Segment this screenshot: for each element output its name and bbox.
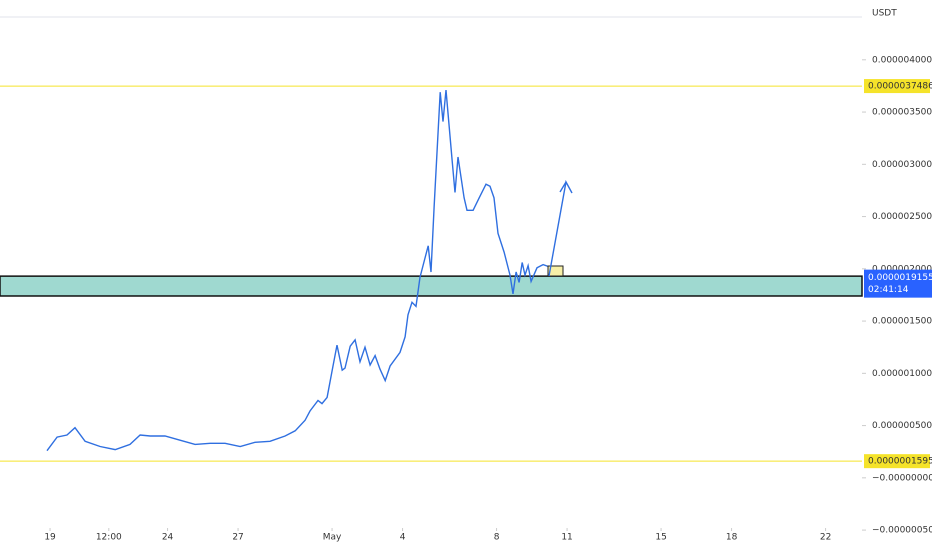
currency-label: USDT [872,9,897,19]
marker-box [547,265,564,277]
y-tick-label: −0.00000000000 [872,473,932,483]
x-tick-label: 11 [561,533,572,543]
x-tick-label: 27 [232,533,243,543]
level-label: 0.00000374862 [868,82,932,92]
y-tick-label: 0.00000250000 [872,212,932,222]
y-tick-label: 0.00000350000 [872,108,932,118]
y-tick-label: 0.00000050000 [872,421,932,431]
projection-arrow-head [559,181,567,193]
countdown-label: 02:41:14 [868,285,909,295]
x-tick-label: 12:00 [96,533,122,543]
x-tick-label: 4 [400,533,406,543]
price-line [46,90,562,452]
x-tick-label: 24 [162,533,174,543]
x-tick-label: 19 [44,533,56,543]
x-tick-label: 15 [655,533,666,543]
y-tick-label: 0.00000150000 [872,317,932,327]
y-tick-label: 0.00000300000 [872,160,932,170]
last-price-box [864,269,932,298]
x-tick-label: May [323,533,342,543]
level-label-box [864,454,930,469]
support-zone [0,275,863,297]
x-tick-label: 22 [820,533,831,543]
y-tick-label: 0.00000200000 [872,264,932,274]
x-tick-label: 18 [726,533,738,543]
level-label-box [864,79,930,94]
y-tick-label: 0.00000400000 [872,55,932,65]
y-tick-label: −0.00000050000 [872,526,932,536]
y-tick-label: 0.00000100000 [872,369,932,379]
level-label: 0.00000015951 [868,457,932,467]
x-tick-label: 8 [494,533,500,543]
last-price-label: 0.00000191556 [868,273,932,283]
